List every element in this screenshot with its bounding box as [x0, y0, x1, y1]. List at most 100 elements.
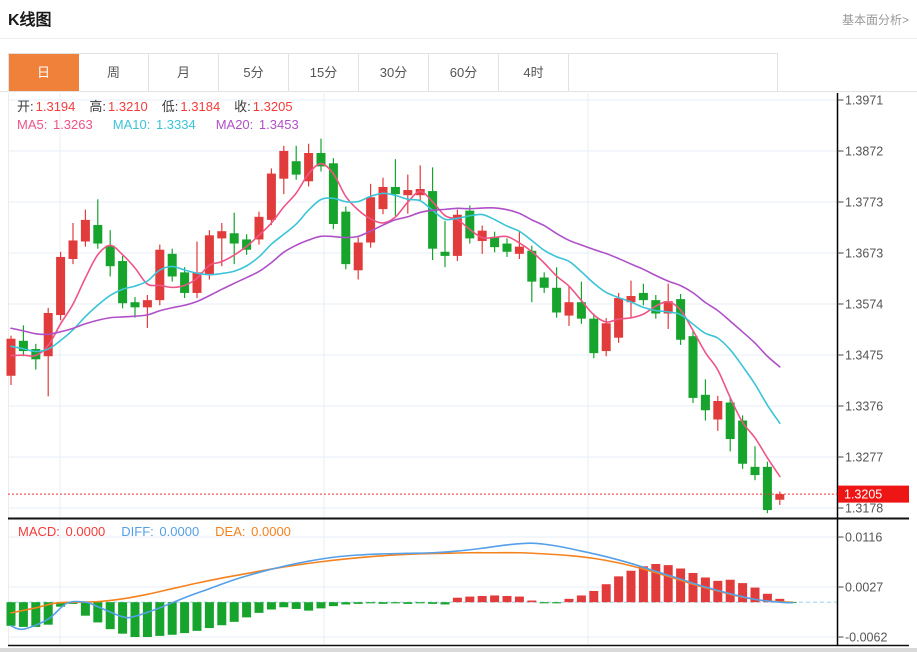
y-axis-label: 1.3178 [845, 502, 883, 516]
open-value: 1.3194 [35, 99, 76, 114]
candle [130, 302, 140, 308]
macd-bar [304, 602, 314, 611]
macd-bar [366, 602, 376, 604]
macd-bar [775, 598, 785, 603]
candle [676, 299, 686, 340]
y-axis-label: 1.3574 [845, 298, 883, 312]
candle [105, 245, 115, 267]
tab-week[interactable]: 周 [79, 54, 149, 92]
macd-bar [576, 595, 586, 603]
candle [254, 216, 264, 240]
macd-bar [204, 602, 214, 629]
macd-bar [514, 596, 524, 603]
candle [663, 301, 673, 314]
ma-info-row: MA5: 1.3263 MA10: 1.3334 MA20: 1.3453 [17, 117, 299, 132]
dea-label: DEA: [215, 524, 246, 539]
candle [688, 336, 698, 398]
candle [291, 161, 301, 175]
macd-bar [601, 584, 611, 603]
macd-bar [279, 602, 289, 608]
tab-60min[interactable]: 60分 [429, 54, 499, 92]
macd-bar [229, 602, 239, 622]
macd-bar [254, 602, 264, 613]
macd-bar [403, 602, 413, 604]
macd-bar [316, 602, 326, 609]
candle [279, 150, 289, 179]
dea-value: 0.0000 [251, 524, 291, 539]
candle [204, 235, 214, 275]
macd-bar [614, 576, 624, 603]
low-label: 低: [161, 99, 179, 114]
tab-day[interactable]: 日 [9, 54, 79, 92]
candle [31, 349, 41, 360]
candle [452, 214, 462, 256]
macd-bar [527, 600, 537, 603]
candle [713, 400, 723, 420]
macd-bar [43, 602, 53, 625]
candle [56, 256, 66, 316]
candle [366, 197, 376, 243]
candle [403, 190, 413, 196]
candle [304, 152, 314, 182]
macd-bar [192, 602, 202, 631]
tab-30min[interactable]: 30分 [359, 54, 429, 92]
candle [390, 186, 400, 195]
candle [589, 318, 599, 354]
macd-axis-label: -0.0062 [845, 631, 887, 645]
tab-15min[interactable]: 15分 [289, 54, 359, 92]
macd-bar [390, 602, 400, 604]
ma20-line [10, 207, 781, 368]
candle [68, 240, 78, 259]
candle [316, 152, 326, 167]
candle [18, 340, 28, 352]
candle [6, 338, 16, 376]
tabbar-spacer [569, 54, 778, 92]
tab-4hour[interactable]: 4时 [499, 54, 569, 92]
dea-line [10, 551, 793, 614]
period-tabbar: 日 周 月 5分 15分 30分 60分 4时 [8, 53, 778, 92]
macd-bar [762, 593, 772, 603]
candle [118, 261, 128, 304]
grid-layer [8, 93, 838, 646]
candle [440, 251, 450, 256]
macd-value: 0.0000 [65, 524, 106, 539]
candle [477, 230, 487, 241]
macd-layer [6, 542, 837, 638]
candle [514, 246, 524, 254]
candle [353, 242, 363, 271]
y-axis-label: 1.3971 [845, 94, 883, 108]
tab-month[interactable]: 月 [149, 54, 219, 92]
candle [762, 466, 772, 511]
low-value: 1.3184 [180, 99, 221, 114]
macd-bar [80, 602, 90, 616]
candle [738, 420, 748, 464]
macd-bar [626, 570, 636, 603]
open-label: 开: [17, 99, 34, 114]
macd-bar [651, 563, 661, 603]
macd-bar [6, 602, 16, 626]
candle [328, 163, 338, 224]
macd-bar [663, 565, 673, 603]
current-price-label: 1.3205 [844, 488, 882, 502]
diff-line [10, 542, 793, 631]
macd-bar [93, 602, 103, 623]
tab-5min[interactable]: 5分 [219, 54, 289, 92]
candle [378, 186, 388, 210]
candle [576, 302, 586, 319]
macd-bar [155, 602, 165, 636]
macd-bar [700, 577, 710, 603]
macd-bar [130, 602, 140, 638]
candle [465, 210, 475, 239]
candle [614, 298, 624, 338]
macd-bar [56, 602, 66, 607]
y-axis-label: 1.3277 [845, 451, 883, 465]
macd-info-row: MACD: 0.0000 DIFF: 0.0000 DEA: 0.0000 [18, 524, 291, 539]
fundamental-analysis-link[interactable]: 基本面分析> [841, 13, 909, 27]
candle [80, 219, 90, 242]
page-title: K线图 [8, 12, 52, 29]
macd-bar [564, 598, 574, 603]
candle [725, 402, 735, 440]
close-label: 收: [234, 99, 251, 114]
